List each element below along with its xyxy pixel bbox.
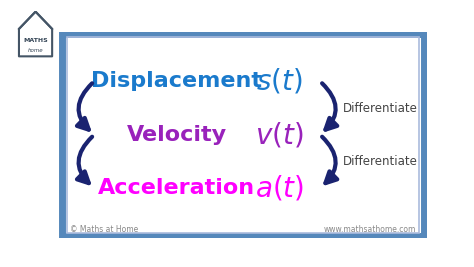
Text: $s(t)$: $s(t)$ xyxy=(256,67,303,96)
Text: $a(t)$: $a(t)$ xyxy=(255,174,304,203)
Text: $v(t)$: $v(t)$ xyxy=(255,120,304,149)
Text: © Maths at Home: © Maths at Home xyxy=(70,225,138,234)
Text: Differentiate: Differentiate xyxy=(343,102,418,115)
Text: Acceleration: Acceleration xyxy=(98,178,255,198)
Text: www.mathsathome.com: www.mathsathome.com xyxy=(323,225,416,234)
Text: MATHS: MATHS xyxy=(23,38,48,43)
Text: Differentiate: Differentiate xyxy=(343,155,418,168)
Text: Velocity: Velocity xyxy=(127,125,227,145)
Text: Displacement: Displacement xyxy=(91,71,262,91)
Text: home: home xyxy=(28,48,43,53)
